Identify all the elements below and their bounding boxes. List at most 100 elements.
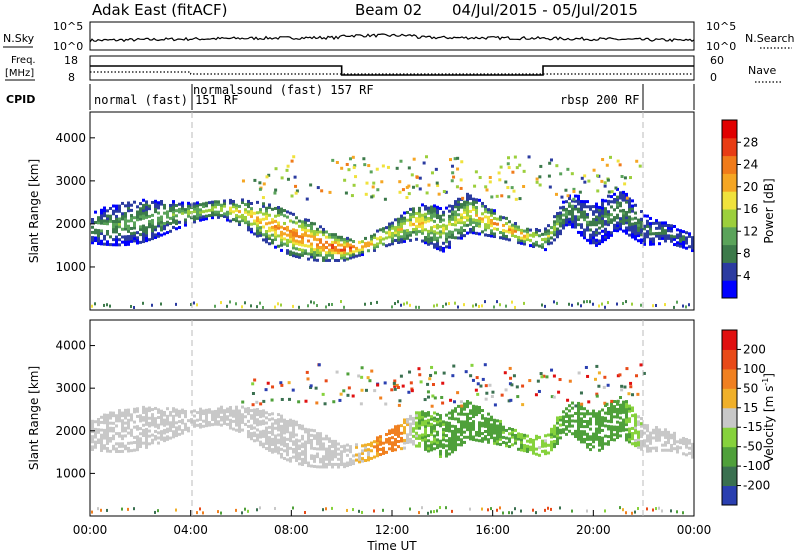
echo-cell [172, 409, 175, 413]
echo-cell [265, 421, 268, 425]
scatter-cell [484, 397, 488, 401]
ground-scatter-cell [493, 305, 495, 309]
echo-cell [538, 244, 541, 248]
echo-cell [277, 244, 280, 248]
colorbar-swatch [722, 173, 737, 192]
echo-cell [652, 446, 655, 450]
echo-cell [658, 226, 661, 230]
echo-cell [163, 411, 166, 415]
echo-cell [172, 414, 175, 418]
echo-cell [436, 241, 439, 245]
echo-cell [448, 442, 451, 446]
echo-cell [256, 433, 259, 437]
echo-cell [595, 223, 598, 227]
echo-cell [379, 435, 382, 439]
echo-cell [664, 234, 667, 238]
echo-cell [286, 453, 289, 457]
echo-cell [598, 226, 601, 230]
echo-cell [535, 434, 538, 438]
scatter-cell [636, 392, 640, 396]
echo-cell [553, 424, 556, 428]
scatter-cell [459, 178, 463, 182]
echo-cell [631, 437, 634, 441]
echo-cell [211, 208, 214, 212]
echo-cell [250, 207, 253, 211]
echo-cell [271, 220, 274, 224]
echo-cell [148, 238, 151, 242]
echo-cell [280, 442, 283, 446]
echo-cell [112, 411, 115, 415]
echo-cell [442, 443, 445, 447]
echo-cell [655, 219, 658, 223]
echo-cell [424, 440, 427, 444]
echo-cell [292, 238, 295, 242]
echo-cell [637, 440, 640, 444]
echo-cell [265, 222, 268, 226]
echo-cell [559, 418, 562, 422]
echo-cell [466, 200, 469, 204]
ground-scatter-cell [331, 302, 333, 306]
echo-cell [157, 436, 160, 440]
echo-cell [232, 419, 235, 423]
echo-cell [340, 457, 343, 461]
echo-cell [130, 433, 133, 437]
echo-cell [358, 240, 361, 244]
ground-scatter-cell [229, 300, 231, 304]
echo-cell [310, 454, 313, 458]
echo-cell [580, 412, 583, 416]
scatter-cell [398, 399, 402, 403]
echo-cell [466, 192, 469, 196]
scatter-cell [399, 159, 403, 163]
echo-cell [436, 247, 439, 251]
echo-cell [232, 414, 235, 418]
echo-cell [436, 420, 439, 424]
echo-cell [646, 426, 649, 430]
ground-scatter-cell [631, 511, 633, 515]
echo-cell [394, 425, 397, 429]
ground-scatter-cell [451, 509, 453, 513]
scatter-cell [583, 180, 587, 184]
echo-cell [496, 222, 499, 226]
echo-cell [391, 237, 394, 241]
echo-cell [301, 220, 304, 224]
echo-cell [430, 440, 433, 444]
echo-cell [118, 442, 121, 446]
echo-cell [604, 434, 607, 438]
echo-cell [328, 445, 331, 449]
echo-cell [196, 209, 199, 213]
echo-cell [352, 454, 355, 458]
echo-cell [448, 447, 451, 451]
echo-cell [646, 436, 649, 440]
echo-cell [691, 450, 694, 454]
echo-cell [553, 440, 556, 444]
echo-cell [682, 245, 685, 249]
scatter-cell [474, 388, 478, 392]
echo-cell [583, 210, 586, 214]
echo-cell [472, 231, 475, 235]
echo-cell [649, 431, 652, 435]
echo-cell [106, 449, 109, 453]
echo-cell [409, 437, 412, 441]
echo-cell [571, 209, 574, 213]
beam-title: Beam 02 [355, 1, 422, 19]
echo-cell [430, 425, 433, 429]
scatter-cell [503, 371, 507, 375]
echo-cell [508, 439, 511, 443]
echo-cell [565, 218, 568, 222]
echo-cell [628, 225, 631, 229]
echo-cell [319, 240, 322, 244]
scatter-cell [253, 378, 257, 382]
echo-cell [133, 231, 136, 235]
echo-cell [301, 253, 304, 257]
echo-cell [91, 427, 94, 431]
echo-cell [112, 414, 115, 418]
echo-cell [646, 214, 649, 218]
echo-cell [487, 210, 490, 214]
echo-cell [475, 206, 478, 210]
echo-cell [529, 448, 532, 452]
echo-cell [541, 243, 544, 247]
echo-cell [127, 240, 130, 244]
scatter-cell [584, 365, 588, 369]
colorbar-swatch [722, 280, 737, 299]
